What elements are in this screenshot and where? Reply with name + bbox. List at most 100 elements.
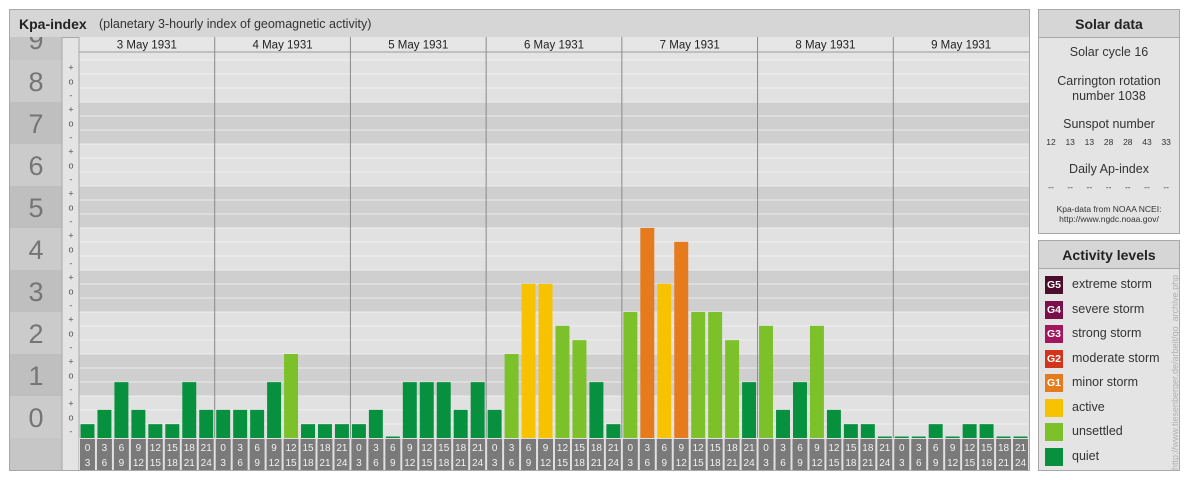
x-interval-end: 18 <box>845 458 857 469</box>
x-interval-start: 0 <box>492 443 498 454</box>
y-subtick-label: o <box>68 203 73 213</box>
sunspot-value: 28 <box>1123 137 1133 147</box>
x-interval-start: 0 <box>628 443 634 454</box>
x-interval-start: 15 <box>981 443 993 454</box>
x-interval-box <box>690 439 706 470</box>
kpa-bar <box>979 424 994 438</box>
x-interval-start: 0 <box>763 443 769 454</box>
data-source-link[interactable]: http://www.ngdc.noaa.gov/ <box>1059 214 1159 224</box>
x-interval-start: 3 <box>373 443 379 454</box>
kpa-bar <box>809 325 824 438</box>
x-interval-box <box>334 439 350 470</box>
x-interval-box <box>113 439 129 470</box>
x-interval-box <box>928 439 944 470</box>
x-interval-end: 9 <box>254 458 260 469</box>
kpa-bar <box>572 340 587 438</box>
x-interval-box <box>164 439 180 470</box>
legend-label: minor storm <box>1072 375 1138 389</box>
legend-swatch: G2 <box>1045 349 1063 368</box>
legend-label: quiet <box>1072 448 1100 463</box>
x-interval-start: 6 <box>254 443 260 454</box>
sunspot-number-label: Sunspot number <box>1063 117 1155 131</box>
x-interval-box <box>775 439 791 470</box>
x-interval-box <box>860 439 876 470</box>
kpa-bar <box>165 424 180 438</box>
x-interval-end: 24 <box>336 458 348 469</box>
plot-band <box>79 228 1029 270</box>
x-interval-start: 6 <box>797 443 803 454</box>
daily-ap-label: Daily Ap-index <box>1069 162 1149 176</box>
legend-label: moderate storm <box>1072 350 1160 365</box>
y-subtick-label: o <box>68 77 73 87</box>
x-interval-end: 18 <box>438 458 450 469</box>
kpa-bar <box>776 409 790 438</box>
x-interval-end: 12 <box>676 458 688 469</box>
y-label-band <box>10 60 62 102</box>
legend-swatch: G4 <box>1045 300 1063 319</box>
y-label-band <box>10 102 62 144</box>
x-interval-end: 12 <box>540 458 552 469</box>
kpa-bar <box>589 382 604 438</box>
kpa-bar <box>216 409 231 438</box>
x-interval-end: 3 <box>85 458 91 469</box>
daily-ap-value: -- <box>1067 182 1074 192</box>
y-subtick-label: o <box>68 371 73 381</box>
x-interval-end: 6 <box>916 458 922 469</box>
kpa-bar <box>80 424 95 438</box>
sunspot-value: 13 <box>1065 137 1075 147</box>
kpa-bar <box>318 424 332 438</box>
x-interval-start: 3 <box>509 443 515 454</box>
y-subtick-label: o <box>68 119 73 129</box>
x-interval-box <box>962 439 978 470</box>
x-interval-end: 6 <box>780 458 786 469</box>
x-interval-box <box>792 439 808 470</box>
y-subtick-label: - <box>70 343 73 353</box>
day-label: 4 May 1931 <box>253 40 313 52</box>
x-interval-box <box>979 439 995 470</box>
solar-data-panel: Solar data Solar cycle 16 Carrington rot… <box>1038 9 1180 234</box>
y-tick-label: 7 <box>28 109 43 139</box>
x-interval-end: 12 <box>947 458 959 469</box>
x-interval-end: 3 <box>220 458 226 469</box>
kpa-bar-zero <box>945 436 960 438</box>
x-interval-box <box>538 439 553 470</box>
x-interval-end: 21 <box>184 458 196 469</box>
x-interval-box <box>300 439 316 470</box>
x-interval-start: 18 <box>591 443 603 454</box>
y-subtick-label: + <box>68 315 73 325</box>
x-interval-box <box>809 439 825 470</box>
daily-ap-value: -- <box>1144 182 1150 192</box>
x-interval-box <box>1013 439 1028 470</box>
x-interval-end: 24 <box>1015 458 1027 469</box>
x-interval-end: 9 <box>661 458 667 469</box>
x-interval-start: 18 <box>862 443 874 454</box>
x-interval-end: 3 <box>628 458 634 469</box>
day-label: 7 May 1931 <box>660 40 720 52</box>
kpa-bar-zero <box>996 436 1011 438</box>
kpa-bar <box>419 382 434 438</box>
x-interval-end: 15 <box>964 458 976 469</box>
kpa-bar <box>708 312 723 438</box>
kpa-bar <box>860 424 875 438</box>
kpa-bar <box>657 283 672 438</box>
x-interval-box <box>266 439 282 470</box>
data-source-label: Kpa-data from NOAA NCEI: <box>1056 204 1162 214</box>
y-tick-label: 2 <box>28 319 43 349</box>
x-interval-start: 21 <box>201 443 213 454</box>
x-interval-end: 3 <box>356 458 362 469</box>
kpa-bar <box>759 325 774 438</box>
kpa-bar <box>504 354 519 438</box>
x-interval-end: 21 <box>319 458 331 469</box>
kpa-bar <box>538 283 553 438</box>
day-label: 5 May 1931 <box>388 40 448 52</box>
x-interval-start: 9 <box>407 443 413 454</box>
x-interval-box <box>707 439 723 470</box>
x-interval-start: 9 <box>543 443 549 454</box>
x-interval-start: 12 <box>964 443 976 454</box>
x-interval-start: 18 <box>455 443 467 454</box>
x-interval-start: 3 <box>645 443 651 454</box>
y-subtick-label: + <box>68 189 73 199</box>
kpa-bar-zero <box>877 436 892 438</box>
x-interval-end: 12 <box>404 458 416 469</box>
kpa-bar <box>725 340 740 438</box>
